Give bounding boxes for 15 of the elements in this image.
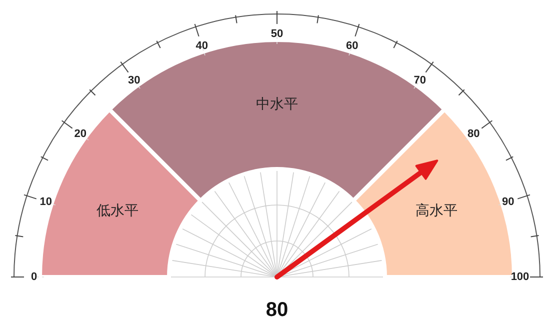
slice-label: 高水平 [415, 202, 458, 219]
text: 40 [196, 40, 208, 52]
text: 20 [74, 128, 87, 140]
text: 60 [346, 40, 358, 52]
text: 30 [128, 74, 140, 86]
slice-label: 中水平 [256, 96, 298, 112]
text: 100 [510, 271, 530, 283]
text: 80 [266, 299, 288, 321]
text: 70 [414, 74, 426, 86]
text: 80 [467, 128, 480, 140]
slice-label: 低水平 [96, 202, 139, 219]
text: 90 [502, 196, 514, 208]
text: 0 [30, 271, 38, 283]
text: 50 [270, 28, 284, 40]
text: 10 [40, 196, 52, 208]
